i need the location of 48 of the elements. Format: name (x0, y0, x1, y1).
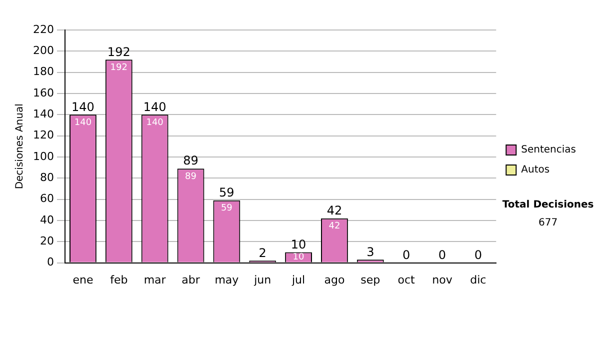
x-tick-label: ago (324, 273, 345, 286)
total-label: 89 (183, 154, 198, 168)
x-tick-label: dic (470, 273, 486, 286)
y-tick-label: 180 (32, 65, 54, 78)
y-tick-label: 160 (32, 86, 54, 100)
total-label: 192 (107, 44, 130, 59)
total-label: 0 (438, 248, 446, 262)
total-label: 2 (258, 246, 266, 260)
y-axis-title: Decisiones Anual (14, 104, 26, 190)
legend-label: Autos (521, 164, 550, 176)
data-label: 192 (110, 62, 128, 73)
total-label: 59 (219, 185, 234, 200)
y-tick-label: 120 (32, 128, 54, 142)
x-tick-label: mar (144, 273, 166, 286)
y-tick-label: 80 (40, 171, 54, 184)
total-label: 0 (474, 248, 482, 262)
y-tick-label: 20 (40, 234, 54, 248)
y-tick-label: 60 (40, 192, 54, 206)
y-tick-label: 100 (32, 150, 54, 163)
total-label: 140 (143, 100, 166, 114)
total-label: 3 (366, 244, 374, 259)
x-tick-label: jul (290, 273, 306, 286)
x-tick-label: may (214, 273, 240, 286)
data-label: 59 (220, 204, 233, 214)
data-label: 10 (292, 252, 305, 263)
y-tick-label: 40 (40, 213, 54, 226)
total-label: 10 (290, 237, 306, 252)
x-tick-label: ene (72, 273, 94, 286)
legend-label: Sentencias (521, 144, 576, 156)
x-tick-label: jun (253, 273, 272, 286)
total-label: 140 (72, 100, 94, 114)
text: Total Decisiones (502, 200, 594, 211)
x-tick-label: abr (182, 273, 200, 286)
x-tick-label: nov (432, 273, 453, 286)
x-tick-label: feb (110, 273, 128, 286)
text: 677 (538, 218, 558, 229)
y-tick-label: 140 (32, 108, 54, 121)
y-tick-label: 200 (32, 44, 54, 58)
data-label: 42 (328, 222, 340, 232)
x-tick-label: sep (360, 273, 380, 286)
data-label: 140 (74, 118, 92, 128)
data-label: 140 (146, 118, 164, 128)
y-tick-label: 220 (32, 22, 54, 36)
total-label: 0 (402, 248, 410, 262)
y-tick-label: 0 (46, 256, 54, 269)
total-label: 42 (326, 203, 342, 218)
data-label: 89 (185, 172, 197, 182)
x-tick-label: oct (398, 273, 416, 286)
